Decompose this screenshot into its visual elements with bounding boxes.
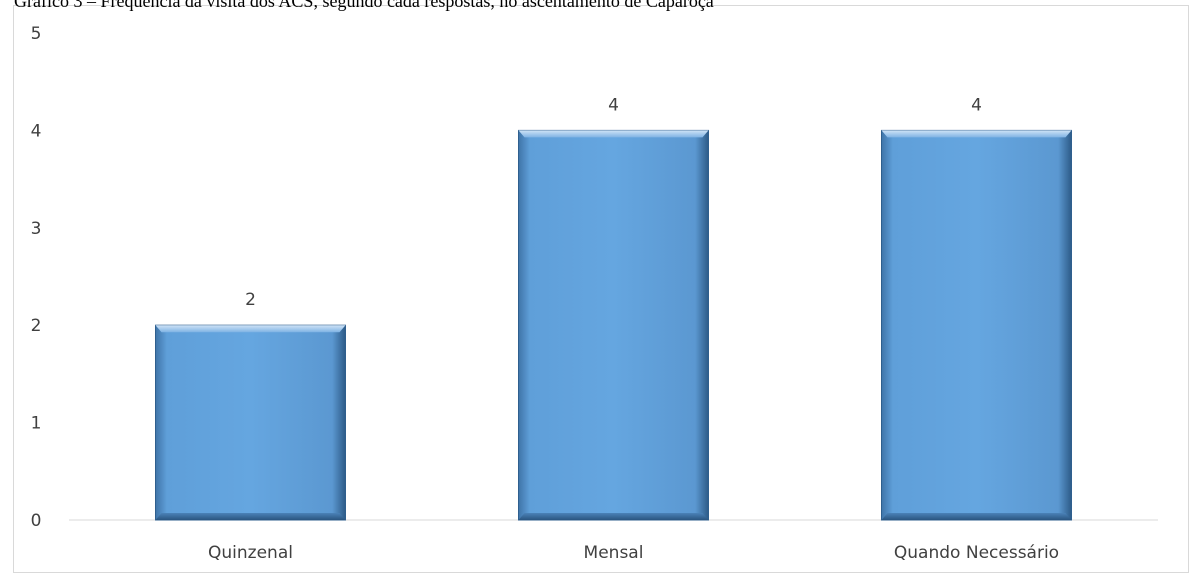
bars-group bbox=[155, 129, 1072, 521]
bar-bottom-bevel bbox=[881, 513, 1072, 520]
x-tick-label: Mensal bbox=[584, 543, 644, 563]
bar-body bbox=[881, 129, 1072, 521]
bar-top-bevel bbox=[881, 130, 1072, 138]
y-axis-ticks: 0 1 2 3 4 5 bbox=[31, 24, 42, 531]
x-tick-label: Quando Necessário bbox=[894, 543, 1059, 563]
bar-top-bevel bbox=[155, 325, 346, 333]
y-tick-label: 5 bbox=[31, 24, 42, 44]
x-axis-labels: Quinzenal Mensal Quando Necessário bbox=[208, 543, 1059, 563]
bar-bottom-bevel bbox=[518, 513, 709, 520]
y-tick-label: 3 bbox=[31, 219, 42, 239]
data-labels-group: 2 4 4 bbox=[245, 95, 982, 310]
y-tick-label: 4 bbox=[31, 121, 42, 141]
bar bbox=[518, 129, 709, 521]
bar bbox=[881, 129, 1072, 521]
data-label: 2 bbox=[245, 290, 256, 310]
y-tick-label: 1 bbox=[31, 414, 42, 434]
bar-bottom-bevel bbox=[155, 513, 346, 520]
x-tick-label: Quinzenal bbox=[208, 543, 293, 563]
data-label: 4 bbox=[971, 95, 982, 115]
bar-body bbox=[518, 129, 709, 521]
bar-top-bevel bbox=[518, 130, 709, 138]
y-tick-label: 2 bbox=[31, 316, 42, 336]
y-tick-label: 0 bbox=[31, 511, 42, 531]
bar bbox=[155, 324, 346, 521]
data-label: 4 bbox=[608, 95, 619, 115]
chart-title: Gráfico 3 – Frequência da visita dos ACS… bbox=[14, 0, 714, 11]
bar-body bbox=[155, 324, 346, 521]
